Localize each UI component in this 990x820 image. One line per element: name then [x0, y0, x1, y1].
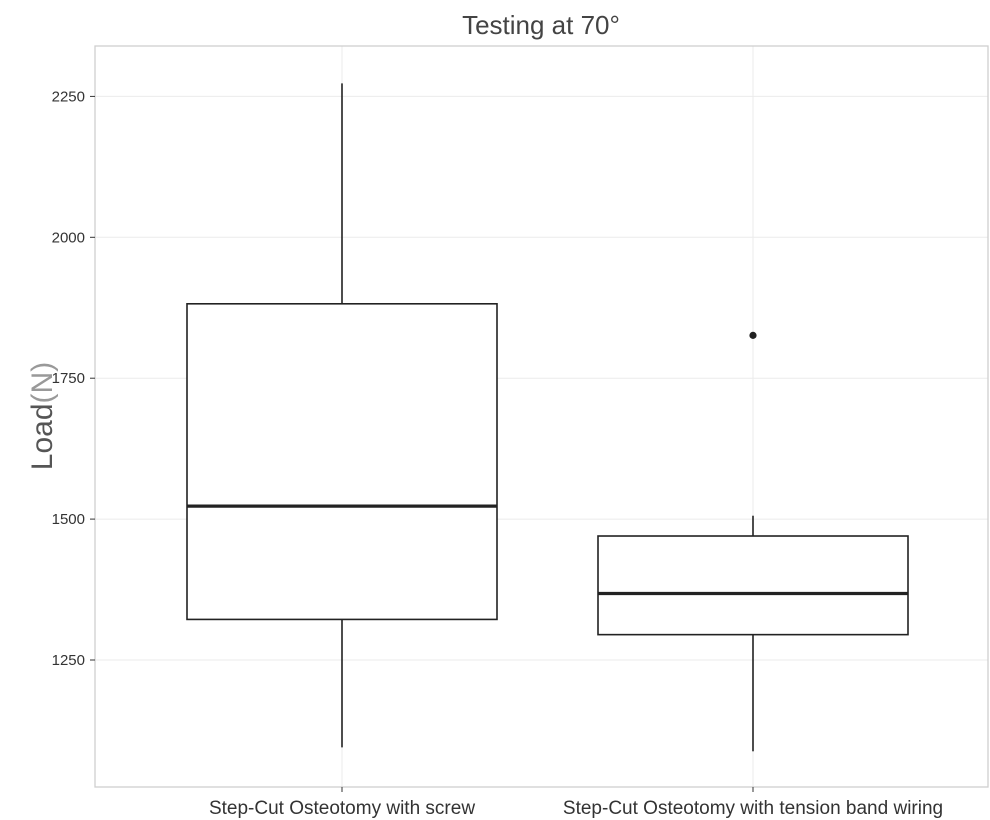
y-axis: 1250 1500 1750 2000 2250: [52, 88, 95, 669]
y-tick-label-1500: 1500: [52, 511, 85, 528]
y-tick-label-2000: 2000: [52, 229, 85, 246]
outlier-point-1: [749, 331, 757, 339]
y-tick-label-1250: 1250: [52, 652, 85, 669]
x-axis: Step-Cut Osteotomy with screw Step-Cut Os…: [209, 787, 943, 819]
plot-frame: [94, 45, 989, 788]
x-tick-label-2: Step-Cut Osteotomy with tension band wir…: [563, 798, 943, 819]
box-2: [597, 331, 909, 752]
interquartile-box: [186, 303, 498, 621]
interquartile-box: [597, 535, 909, 636]
y-axis-label: Load: [26, 403, 59, 470]
y-axis-title: Load(N): [26, 362, 59, 470]
chart-title: Testing at 70°: [462, 10, 620, 40]
y-axis-unit: (N): [26, 362, 59, 404]
y-tick-label-2250: 2250: [52, 88, 85, 105]
x-tick-label-1: Step-Cut Osteotomy with screw: [209, 798, 475, 819]
y-tick-label-1750: 1750: [52, 370, 85, 387]
box-1: [186, 83, 498, 748]
svg-text:Load(N): Load(N): [26, 362, 59, 470]
box-series: [186, 83, 909, 752]
